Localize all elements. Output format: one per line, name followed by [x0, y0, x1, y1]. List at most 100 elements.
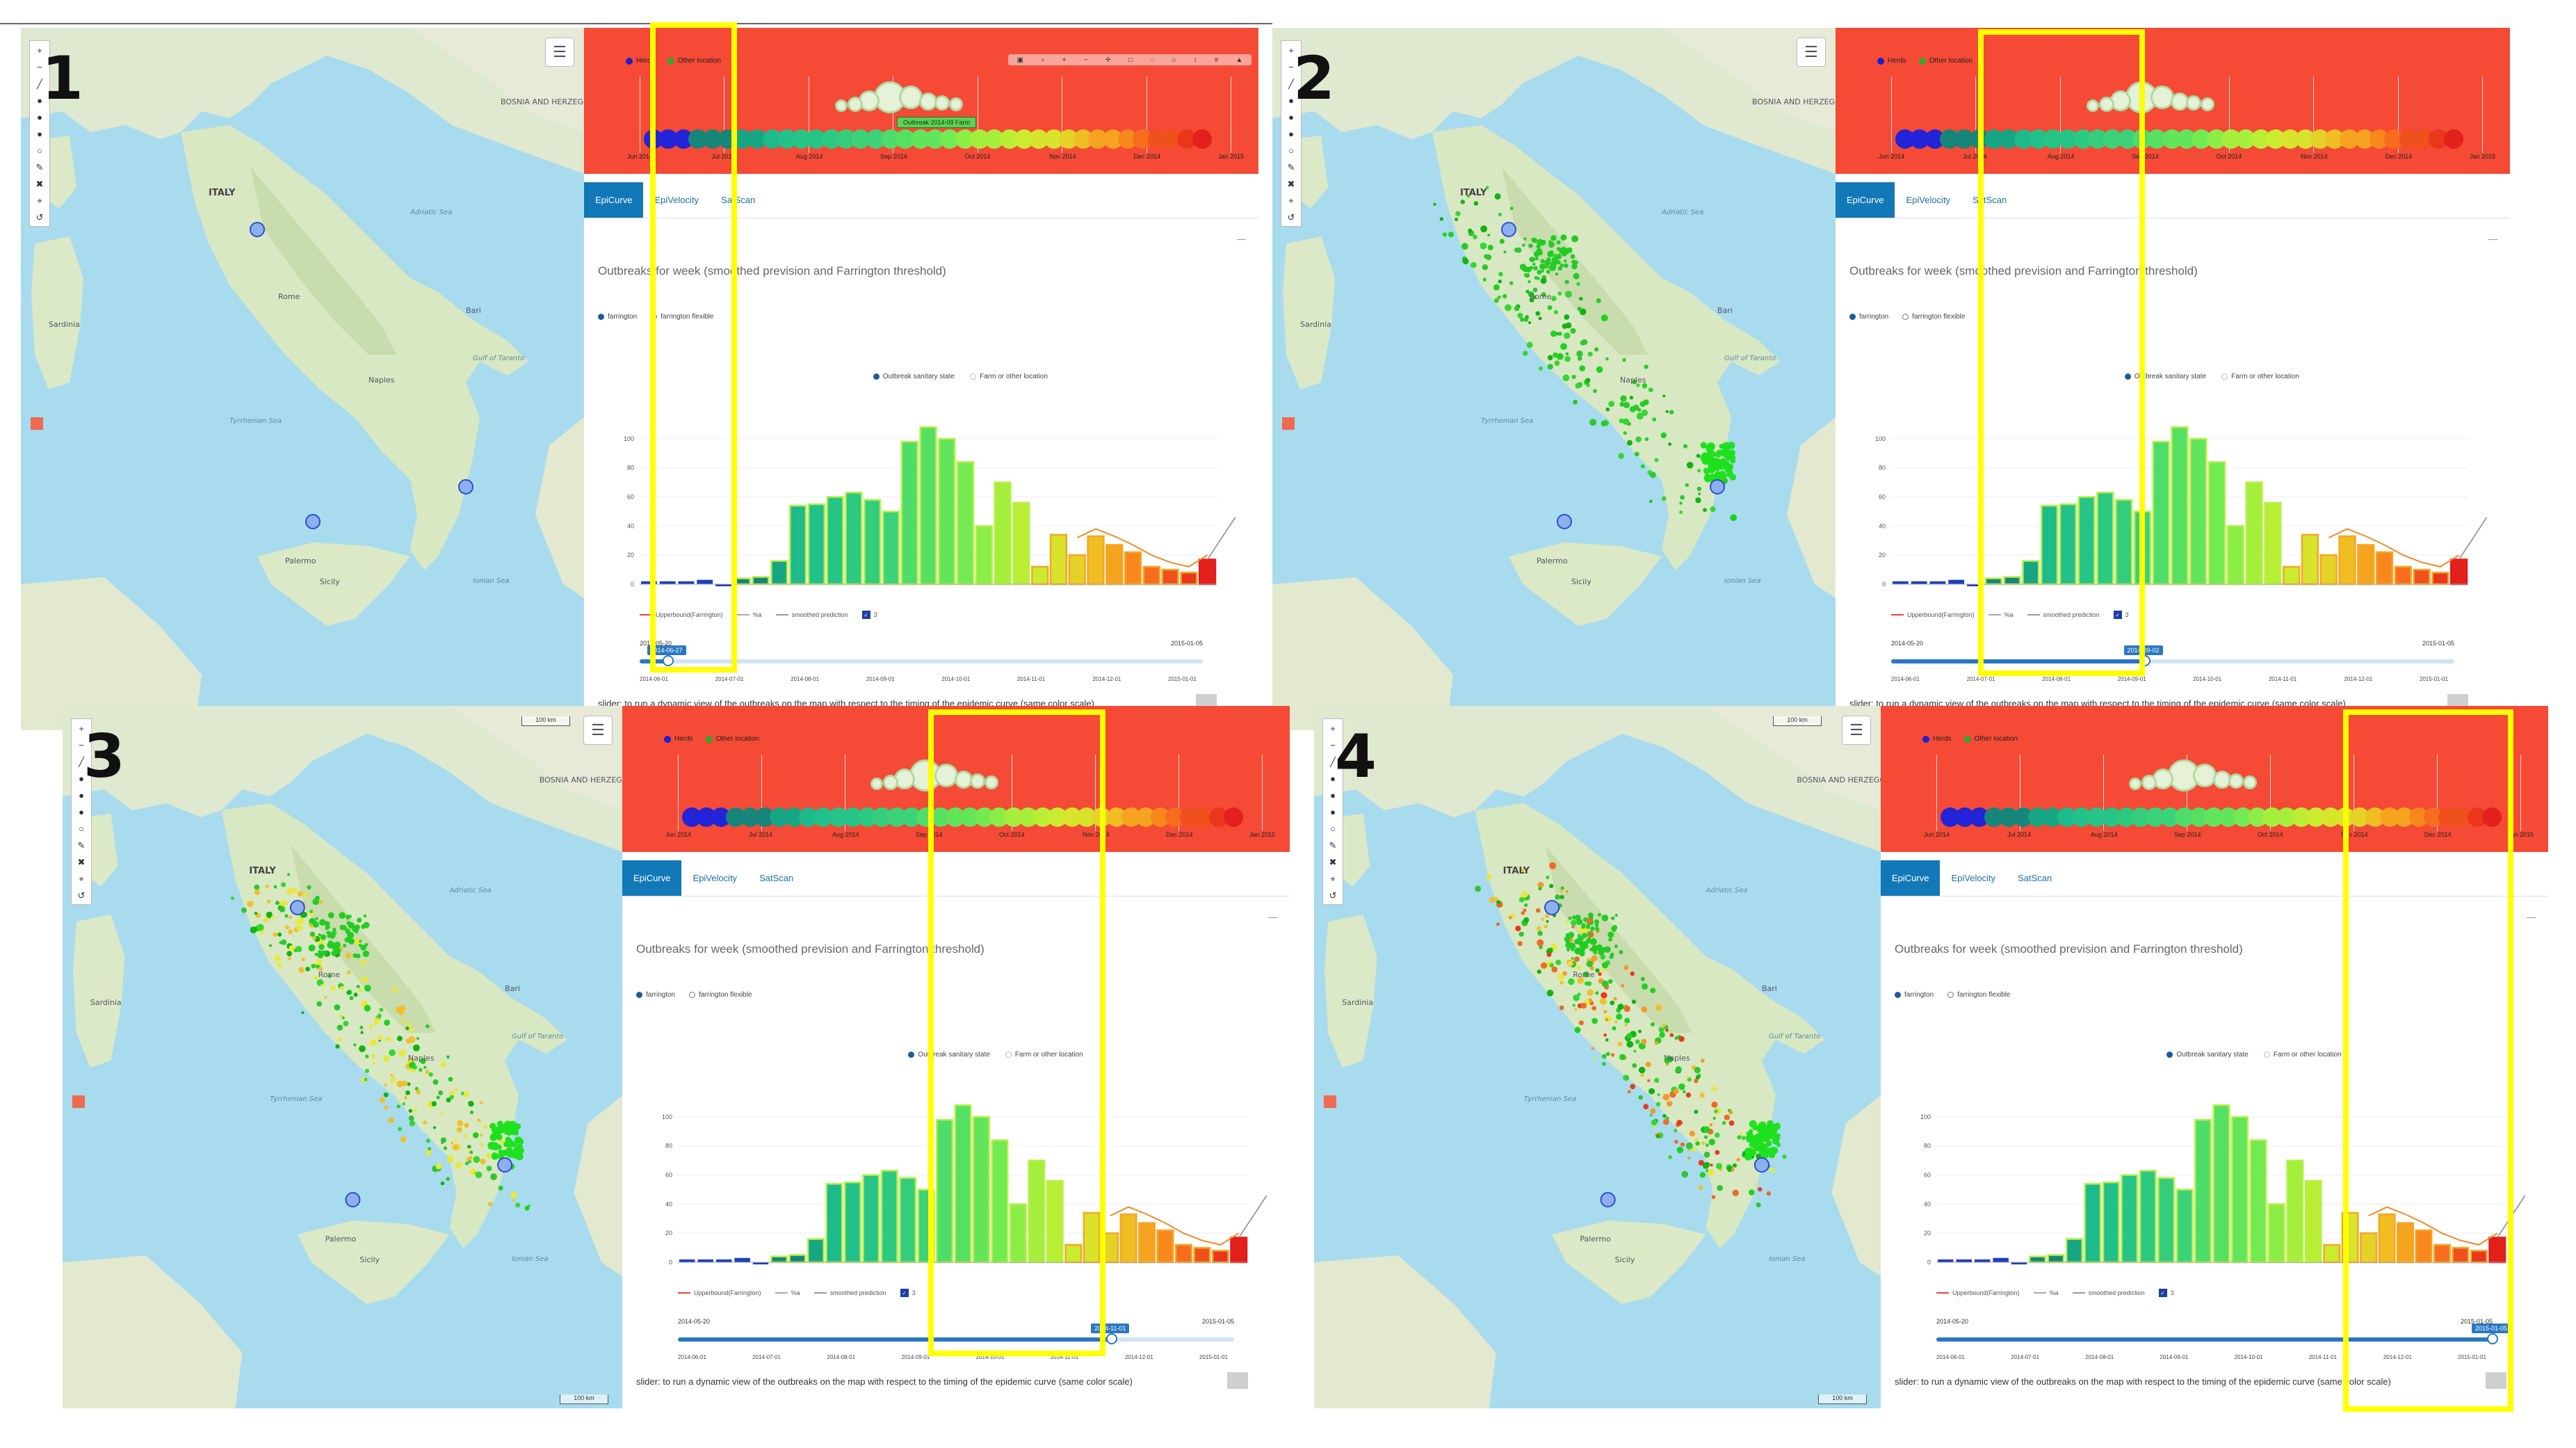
delete-icon[interactable]: ✖ — [1329, 856, 1337, 867]
slider-handle[interactable] — [662, 655, 674, 666]
epicurve-bar[interactable] — [1105, 544, 1124, 586]
box-icon[interactable]: □ — [1128, 56, 1133, 64]
epicurve-bar[interactable] — [1198, 558, 1217, 586]
timeline-bubble[interactable] — [2481, 807, 2502, 827]
epicurve-bar[interactable] — [1956, 1259, 1972, 1262]
map-view[interactable]: + − ╱ ● ● ● ○ ✎ ✖ ⌖ ↺ ☰ 100 km ITALY BOSNIA AND HERZEG… — [21, 28, 584, 730]
print-icon[interactable]: ↺ — [35, 211, 44, 223]
epicurve-bar[interactable] — [1049, 533, 1068, 586]
chart-legend-item[interactable]: Farm or other location — [2263, 1051, 2342, 1059]
timeline-bubble-cluster[interactable] — [2201, 97, 2215, 111]
epicurve-bar[interactable] — [679, 1259, 695, 1262]
radio-button[interactable] — [689, 992, 696, 998]
chart-legend-item[interactable]: Outbreak sanitary state — [2124, 373, 2206, 380]
epicurve-bar[interactable] — [2230, 1116, 2249, 1264]
time-slider[interactable]: 2014-05-20 2015-01-05 2014-11-01 2014-06-01… — [678, 1318, 1234, 1367]
epicurve-bar[interactable] — [2102, 1181, 2120, 1264]
timeline-bubble-cluster[interactable] — [2243, 775, 2257, 789]
epicurve-bar[interactable] — [1156, 1229, 1174, 1264]
epicurve-bar[interactable] — [2226, 525, 2244, 586]
map-toolbar[interactable]: + − ╱ ● ● ● ○ ✎ ✖ ⌖ ↺ — [1322, 718, 1343, 905]
edit-icon[interactable]: ✎ — [1329, 839, 1337, 851]
series-legend-item[interactable]: Upperbound(Farrington) — [1891, 611, 1975, 618]
epicurve-bar[interactable] — [825, 1182, 843, 1264]
epicurve-bar[interactable] — [2121, 1174, 2139, 1264]
radio-button[interactable] — [1947, 992, 1954, 998]
collapse-icon[interactable]: — — [1237, 234, 1246, 244]
radio-option[interactable]: farrington flexible — [1947, 991, 2010, 999]
epicurve-bar[interactable] — [864, 499, 882, 586]
timeline-legend-item[interactable]: Herds — [626, 57, 655, 65]
epicurve-bar[interactable] — [641, 581, 657, 584]
edit-icon[interactable]: ✎ — [35, 161, 44, 172]
map-view[interactable]: + − ╱ ● ● ● ○ ✎ ✖ ⌖ ↺ ☰ 100 km ITALY BOSNIA AND HERZEG… — [1314, 706, 1881, 1408]
epicurve-bar[interactable] — [659, 581, 676, 584]
rectangle-icon[interactable]: ● — [1288, 111, 1294, 122]
timeline-bubble-cluster[interactable] — [2186, 95, 2202, 111]
play-button[interactable] — [1227, 1372, 1248, 1389]
plotly-icon[interactable]: ▲ — [1236, 56, 1243, 64]
epicurve-bar[interactable] — [1087, 535, 1105, 586]
chart-legend-item[interactable]: Outbreak sanitary state — [2166, 1051, 2249, 1059]
zoom-in-icon[interactable]: + — [79, 723, 84, 734]
epicurve-bar[interactable] — [770, 560, 788, 586]
epicurve-bar[interactable] — [2194, 1118, 2212, 1264]
radio-button[interactable] — [598, 314, 604, 320]
chart-legend-item[interactable]: Farm or other location — [2221, 373, 2299, 380]
series-legend-item[interactable]: ✓ 3 — [2113, 611, 2129, 619]
timeline-bubble-cluster[interactable] — [870, 778, 883, 790]
tab-satscan[interactable]: SatScan — [759, 873, 794, 883]
epicurve-bar[interactable] — [1211, 1250, 1229, 1264]
epicurve-bar[interactable] — [882, 510, 900, 586]
zoom-in-icon[interactable]: + — [1288, 45, 1294, 56]
series-legend-item[interactable]: %a — [775, 1289, 800, 1296]
polygon-icon[interactable]: ● — [37, 95, 42, 106]
layers-icon[interactable]: ☰ — [583, 716, 613, 745]
epicurve-bar[interactable] — [2084, 1182, 2102, 1264]
timeline-bubble[interactable] — [1192, 129, 1212, 149]
timeline-bubble[interactable] — [1223, 807, 1243, 827]
map-view[interactable]: + − ╱ ● ● ● ○ ✎ ✖ ⌖ ↺ ☰ 100 km ITALY BOSNIA AND HERZEG… — [1272, 28, 1836, 730]
timeline-bubble-cluster[interactable] — [2099, 97, 2115, 112]
zoom-icon[interactable]: ⌕ — [1041, 56, 1045, 64]
epicurve-bar[interactable] — [2157, 1177, 2176, 1264]
epicurve-bar[interactable] — [938, 437, 956, 586]
epicurve-bar[interactable] — [752, 576, 770, 586]
circle-icon[interactable]: ● — [1330, 806, 1336, 817]
epicurve-bar[interactable] — [994, 481, 1012, 586]
epicurve-bar[interactable] — [807, 1238, 825, 1264]
slider-track[interactable] — [640, 659, 1203, 663]
epicurve-bar[interactable] — [2139, 1170, 2157, 1264]
epicurve-bar[interactable] — [2323, 1244, 2341, 1264]
epicurve-bar[interactable] — [1974, 1259, 1991, 1262]
epicurve-bar[interactable] — [1230, 1237, 1248, 1264]
epicurve-bar[interactable] — [770, 1255, 788, 1264]
timeline-bubble-cluster[interactable] — [934, 95, 950, 111]
timeline-legend-item[interactable]: Herds — [664, 735, 693, 743]
radio-option[interactable]: farrington — [598, 313, 637, 321]
epicurve-bar[interactable] — [919, 426, 937, 586]
time-slider[interactable]: 2014-05-20 2015-01-05 2015-01-05 2014-06-01… — [1936, 1318, 2511, 1367]
epicurve-bar[interactable] — [2301, 533, 2319, 586]
epicurve-bar[interactable] — [807, 503, 826, 586]
epicurve-bar[interactable] — [2152, 440, 2170, 586]
epicurve-bar[interactable] — [975, 525, 993, 586]
epicurve-bar[interactable] — [2011, 1262, 2027, 1264]
epicurve-bar[interactable] — [715, 584, 731, 586]
epicurve-bar[interactable] — [2304, 1180, 2322, 1264]
timeline-bubble-cluster[interactable] — [2087, 99, 2100, 112]
timeline-bubble-cluster[interactable] — [985, 775, 998, 789]
delete-icon[interactable]: ✖ — [1287, 178, 1295, 189]
radio-option[interactable]: farrington flexible — [1902, 313, 1965, 321]
epicurve-bar[interactable] — [2357, 544, 2375, 586]
series-legend-item[interactable]: %a — [1988, 611, 2014, 618]
chart-legend-item[interactable]: Farm or other location — [1005, 1051, 1083, 1059]
series-legend-item[interactable]: Upperbound(Farrington) — [678, 1289, 761, 1296]
draw-line-icon[interactable]: ╱ — [37, 78, 42, 89]
series-legend-item[interactable]: ✓ 3 — [900, 1289, 916, 1297]
slider-handle[interactable] — [2487, 1333, 2498, 1344]
series-legend-item[interactable]: Upperbound(Farrington) — [1936, 1289, 2020, 1296]
tab-epivelocity[interactable]: EpiVelocity — [1951, 873, 1996, 883]
series-legend-item[interactable]: smoothed prediction — [2027, 611, 2100, 618]
marker-icon[interactable]: ○ — [1330, 823, 1336, 834]
